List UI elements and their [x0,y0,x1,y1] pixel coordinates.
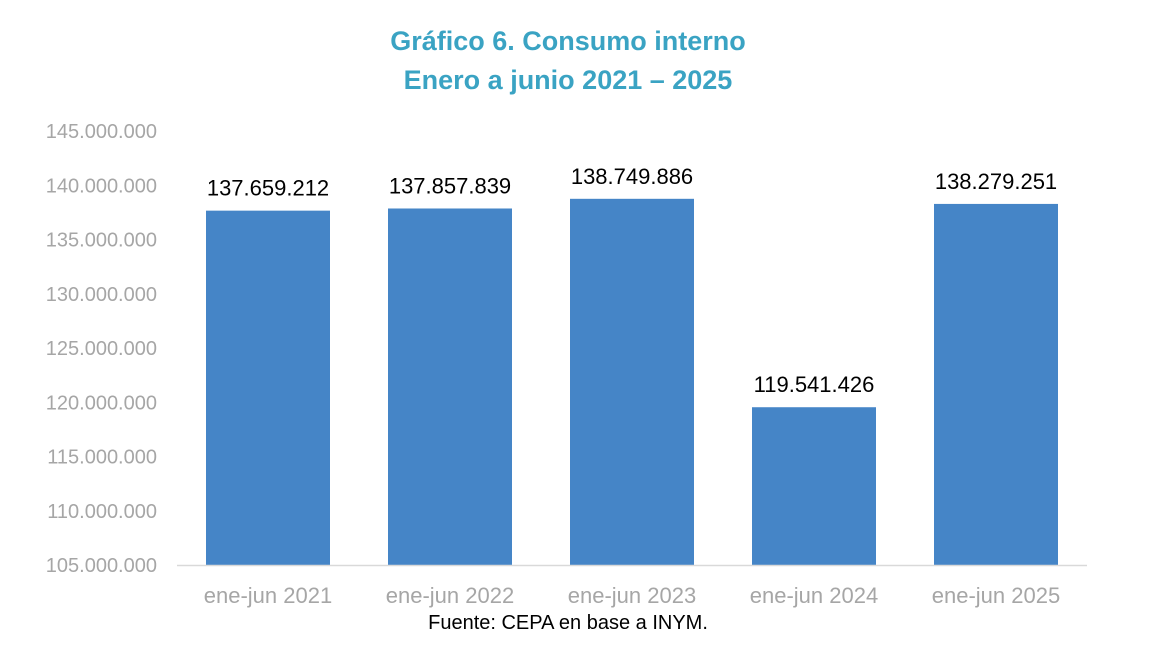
y-tick-label: 120.000.000 [46,392,157,414]
x-tick-label: ene-jun 2021 [204,583,332,608]
bar [934,203,1058,566]
bar [206,210,330,565]
y-tick-label: 105.000.000 [46,555,157,577]
x-tick-label: ene-jun 2022 [386,583,514,608]
chart-title: Gráfico 6. Consumo interno Enero a junio… [0,22,1136,100]
y-tick-label: 110.000.000 [47,501,157,523]
chart-title-line-2: Enero a junio 2021 – 2025 [403,65,733,95]
y-tick-label: 115.000.000 [47,447,157,469]
source-note: Fuente: CEPA en base a INYM. [428,612,708,634]
y-tick-label: 130.000.000 [46,284,157,306]
bar [752,407,876,565]
x-tick-label: ene-jun 2024 [750,583,878,608]
data-label: 137.857.839 [389,173,511,198]
data-label: 138.279.251 [935,169,1057,194]
bar [388,208,512,566]
y-tick-label: 145.000.000 [46,121,157,143]
chart-title-line-1: Gráfico 6. Consumo interno [390,26,746,56]
data-label: 137.659.212 [207,176,329,201]
y-tick-label: 135.000.000 [46,230,157,252]
y-tick-label: 140.000.000 [46,175,157,197]
data-label: 138.749.886 [571,164,693,189]
x-tick-label: ene-jun 2023 [568,583,696,608]
data-label: 119.541.426 [754,372,875,397]
bar [570,198,694,566]
x-tick-label: ene-jun 2025 [932,583,1060,608]
y-tick-label: 125.000.000 [46,338,157,360]
